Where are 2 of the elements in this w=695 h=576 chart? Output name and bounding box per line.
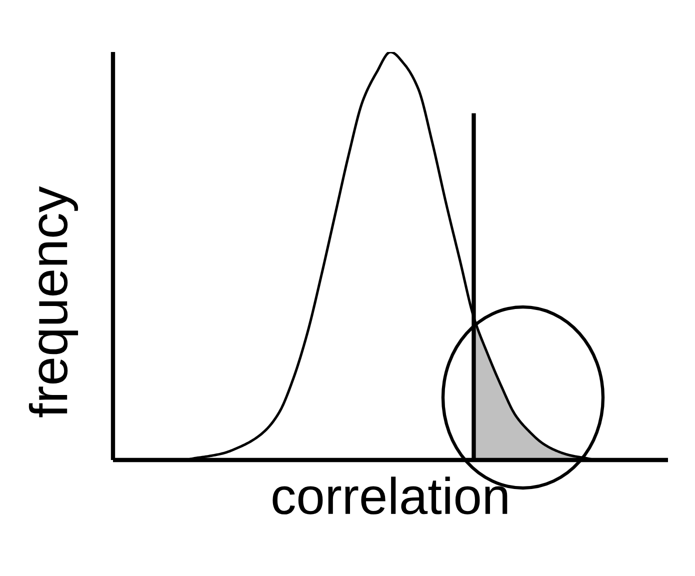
y-axis-title: frequency xyxy=(28,186,78,418)
x-axis-title: correlation xyxy=(272,476,508,514)
